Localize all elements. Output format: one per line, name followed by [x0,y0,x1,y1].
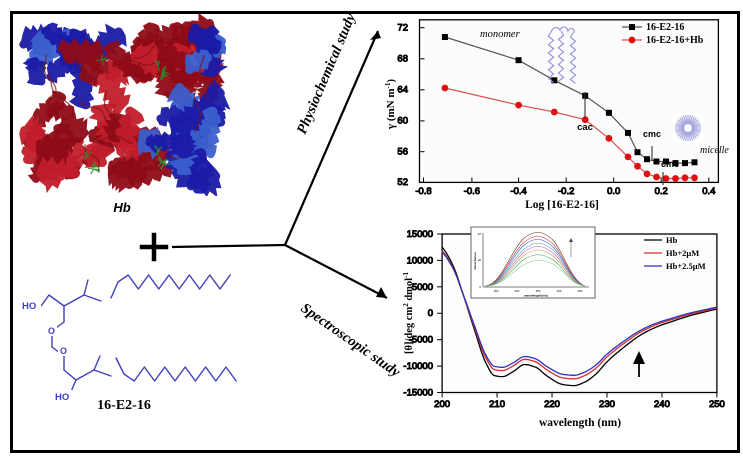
svg-text:240: 240 [654,399,670,410]
svg-text:Hb+2μM: Hb+2μM [666,248,699,258]
svg-text:220: 220 [544,399,560,410]
svg-text:wavelength (nm): wavelength (nm) [539,417,621,429]
svg-text:0: 0 [428,308,433,319]
svg-text:Hb: Hb [666,235,678,245]
svg-text:Hb+2.5μM: Hb+2.5μM [666,261,706,271]
svg-text:-10000: -10000 [403,361,433,372]
svg-text:wavelength(nm): wavelength(nm) [523,294,548,298]
svg-text:[θ]/deg cm2 dmol-1: [θ]/deg cm2 dmol-1 [402,272,415,354]
svg-text:450: 450 [578,289,583,293]
svg-text:20: 20 [478,258,482,262]
svg-text:350: 350 [536,289,541,293]
svg-text:300: 300 [515,289,520,293]
svg-text:10000: 10000 [407,255,433,266]
svg-text:210: 210 [489,399,505,410]
svg-text:5000: 5000 [412,282,433,293]
svg-text:absorbance: absorbance [473,252,477,270]
svg-text:15000: 15000 [407,229,433,240]
svg-text:200: 200 [434,399,450,410]
svg-text:250: 250 [709,399,725,410]
svg-text:230: 230 [599,399,615,410]
svg-text:40: 40 [478,232,482,236]
svg-text:250: 250 [494,289,499,293]
svg-text:-15000: -15000 [403,388,433,399]
svg-text:400: 400 [557,289,562,293]
